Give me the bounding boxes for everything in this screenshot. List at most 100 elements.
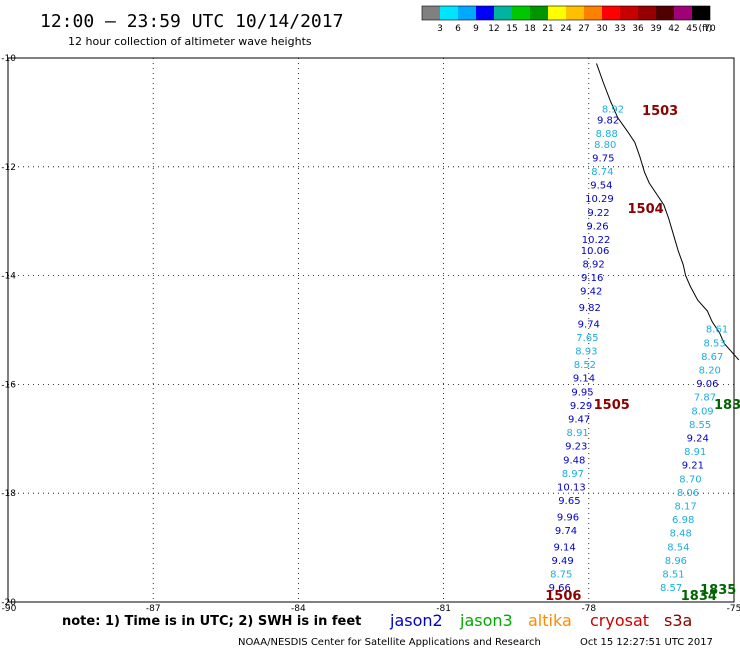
colorbar-label: 9 — [473, 24, 479, 34]
wave-height-point: 9.74 — [555, 526, 577, 537]
wave-height-point: 9.26 — [586, 221, 608, 232]
satellite-legend: jason2 jason3 altika cryosat s3a — [389, 611, 692, 630]
wave-height-point: 8.92 — [583, 259, 605, 270]
footer-agency: NOAA/NESDIS Center for Satellite Applica… — [238, 637, 541, 648]
wave-height-point: 8.88 — [596, 129, 618, 140]
colorbar-swatch — [494, 6, 512, 20]
colorbar-label: 27 — [578, 24, 589, 34]
wave-height-point: 9.66 — [549, 583, 571, 594]
plot-area: 8.929.828.888.809.758.749.5410.299.229.2… — [1, 54, 740, 614]
wave-height-point: 8.67 — [701, 352, 723, 363]
wave-height-point: 7.87 — [694, 393, 716, 404]
x-tick-label: -81 — [436, 604, 451, 614]
satellite-legend-item: altika — [528, 611, 572, 630]
x-tick-label: -90 — [2, 604, 17, 614]
colorbar-legend: 3 6 9 12 15 18 21 24 27 30 33 36 39 42 45 70(ft) — [421, 5, 716, 34]
wave-height-point: 9.24 — [687, 434, 709, 445]
data-points: 8.929.828.888.809.758.749.5410.299.229.2… — [549, 104, 729, 594]
pass-time-label: 1504 — [628, 202, 664, 217]
wave-height-point: 8.61 — [706, 325, 728, 336]
wave-height-point: 10.06 — [581, 246, 610, 257]
wave-height-point: 8.52 — [574, 360, 596, 371]
wave-height-point: 9.75 — [592, 153, 614, 164]
colorbar-unit: (ft) — [698, 24, 712, 34]
colorbar-label: 18 — [524, 24, 536, 34]
wave-height-point: 8.20 — [699, 366, 721, 377]
colorbar-swatch — [584, 6, 602, 20]
colorbar-swatch — [422, 6, 440, 20]
wave-height-point: 9.14 — [553, 542, 575, 553]
satellite-legend-item: jason3 — [459, 611, 513, 630]
wave-height-point: 8.51 — [662, 570, 684, 581]
x-tick-label: -84 — [291, 604, 306, 614]
wave-height-point: 9.47 — [568, 414, 590, 425]
wave-height-point: 9.29 — [570, 401, 592, 412]
wave-height-point: 8.48 — [670, 529, 692, 540]
colorbar-label: 3 — [437, 24, 443, 34]
wave-height-point: 9.74 — [578, 319, 600, 330]
wave-height-point: 10.13 — [557, 482, 586, 493]
footer-note: note: 1) Time is in UTC; 2) SWH is in fe… — [62, 614, 361, 629]
colorbar-swatch — [566, 6, 584, 20]
wave-height-point: 9.54 — [590, 181, 612, 192]
y-tick-label: -12 — [1, 163, 16, 173]
wave-height-point: 8.96 — [665, 556, 687, 567]
wave-height-point: 9.48 — [563, 455, 585, 466]
wave-height-point: 9.42 — [580, 287, 602, 298]
colorbar-label: 39 — [650, 24, 662, 34]
pass-time-label: 1503 — [642, 104, 678, 119]
colorbar-label: 15 — [506, 24, 517, 34]
colorbar-label: 12 — [488, 24, 499, 34]
wave-height-point: 10.29 — [585, 194, 614, 205]
wave-height-point: 8.54 — [667, 542, 689, 553]
pass-time-label: 1836 — [714, 398, 740, 413]
colorbar-label: 24 — [560, 24, 572, 34]
wave-height-point: 9.82 — [579, 303, 601, 314]
colorbar-swatch — [620, 6, 638, 20]
colorbar-label: 70 — [704, 24, 716, 34]
y-tick-label: -10 — [1, 54, 16, 64]
colorbar-label: 45 — [686, 24, 697, 34]
x-tick-label: -75 — [727, 604, 740, 614]
colorbar-swatch — [692, 6, 710, 20]
wave-height-point: 9.22 — [587, 208, 609, 219]
y-tick-label: -14 — [1, 272, 16, 282]
wave-height-point: 8.91 — [684, 447, 706, 458]
wave-height-point: 9.16 — [581, 273, 603, 284]
colorbar-label: 21 — [542, 24, 553, 34]
chart-subtitle: 12 hour collection of altimeter wave hei… — [68, 35, 312, 48]
colorbar-label: 36 — [632, 24, 644, 34]
pass-time-label: 1505 — [594, 398, 630, 413]
colorbar-swatch — [602, 6, 620, 20]
wave-height-point: 8.93 — [575, 346, 597, 357]
y-tick-label: -16 — [1, 380, 16, 390]
colorbar-swatch — [476, 6, 494, 20]
wave-height-point: 9.82 — [597, 115, 619, 126]
satellite-legend-item: s3a — [664, 611, 692, 630]
wave-height-point: 8.91 — [567, 428, 589, 439]
x-tick-label: -78 — [581, 604, 596, 614]
wave-height-point: 8.09 — [691, 406, 713, 417]
grid-lines — [8, 58, 734, 602]
colorbar-label: 30 — [596, 24, 608, 34]
pass-time-label: 1834 — [681, 589, 717, 604]
satellite-legend-item: cryosat — [590, 611, 649, 630]
pass-time-label: 1835 — [700, 583, 736, 598]
colorbar-swatch — [440, 6, 458, 20]
wave-height-point: 8.97 — [562, 469, 584, 480]
wave-height-point: 9.21 — [682, 461, 704, 472]
wave-height-point: 9.23 — [565, 442, 587, 453]
wave-height-point: 8.75 — [550, 570, 572, 581]
wave-height-point: 8.06 — [677, 488, 699, 499]
coastline — [596, 63, 740, 361]
wave-height-point: 9.65 — [558, 496, 580, 507]
wave-height-point: 9.96 — [557, 512, 579, 523]
wave-height-point: 9.49 — [552, 556, 574, 567]
colorbar-frame — [421, 5, 711, 21]
wave-height-point: 9.14 — [573, 374, 595, 385]
wave-height-point: 8.55 — [689, 420, 711, 431]
pass-time-label: 1506 — [545, 589, 581, 604]
wave-height-point: 8.80 — [594, 140, 616, 151]
